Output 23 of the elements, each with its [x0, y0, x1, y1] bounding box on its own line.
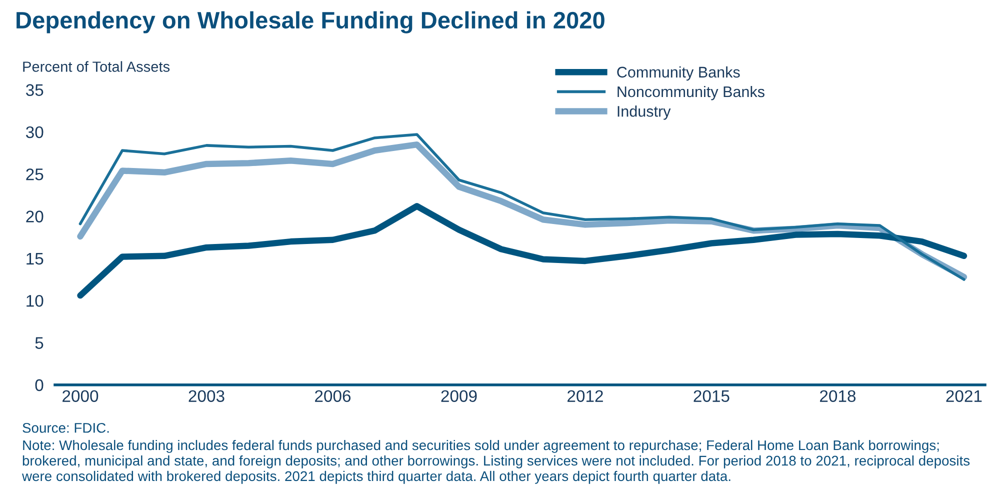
x-tick-label: 2012 — [568, 390, 603, 402]
chart-title: Dependency on Wholesale Funding Declined in 2020 — [16, 11, 604, 34]
legend-label: Noncommunity Banks — [618, 86, 764, 100]
y-tick-label: 20 — [26, 210, 44, 222]
source-note: Source: FDIC. — [22, 422, 109, 433]
y-tick-label: 10 — [26, 294, 44, 307]
x-tick-label: 2003 — [188, 390, 224, 402]
legend-label: Community Banks — [617, 66, 740, 81]
y-tick-label: 15 — [26, 252, 44, 265]
y-tick-label: 5 — [35, 337, 44, 349]
y-axis-title: Percent of Total Assets — [23, 61, 170, 72]
y-tick-label: 30 — [26, 126, 44, 138]
y-tick-label: 35 — [26, 84, 44, 96]
y-tick-label: 0 — [35, 379, 44, 392]
x-tick-label: 2018 — [820, 390, 856, 402]
x-tick-label: 2021 — [946, 390, 982, 402]
x-tick-label: 2000 — [62, 390, 98, 402]
y-tick-label: 25 — [26, 168, 44, 180]
x-tick-label: 2006 — [315, 390, 351, 402]
x-tick-label: 2009 — [441, 390, 477, 402]
legend-label: Industry — [618, 106, 671, 120]
text: Note: Wholesale funding includes federal funds purchased and securities sold under agreement to repurchase; Federal Home Loan Bank borrowings; brokered, municipal and state, and foreign deposits; and other borrowings. Listing services were not included. For period 2018 to 2021, reciprocal deposits were consolidated with brokered deposits. 2021 depicts third quarter data. All other years depict fourth quarter data. — [22, 440, 970, 484]
x-tick-label: 2015 — [694, 390, 730, 402]
